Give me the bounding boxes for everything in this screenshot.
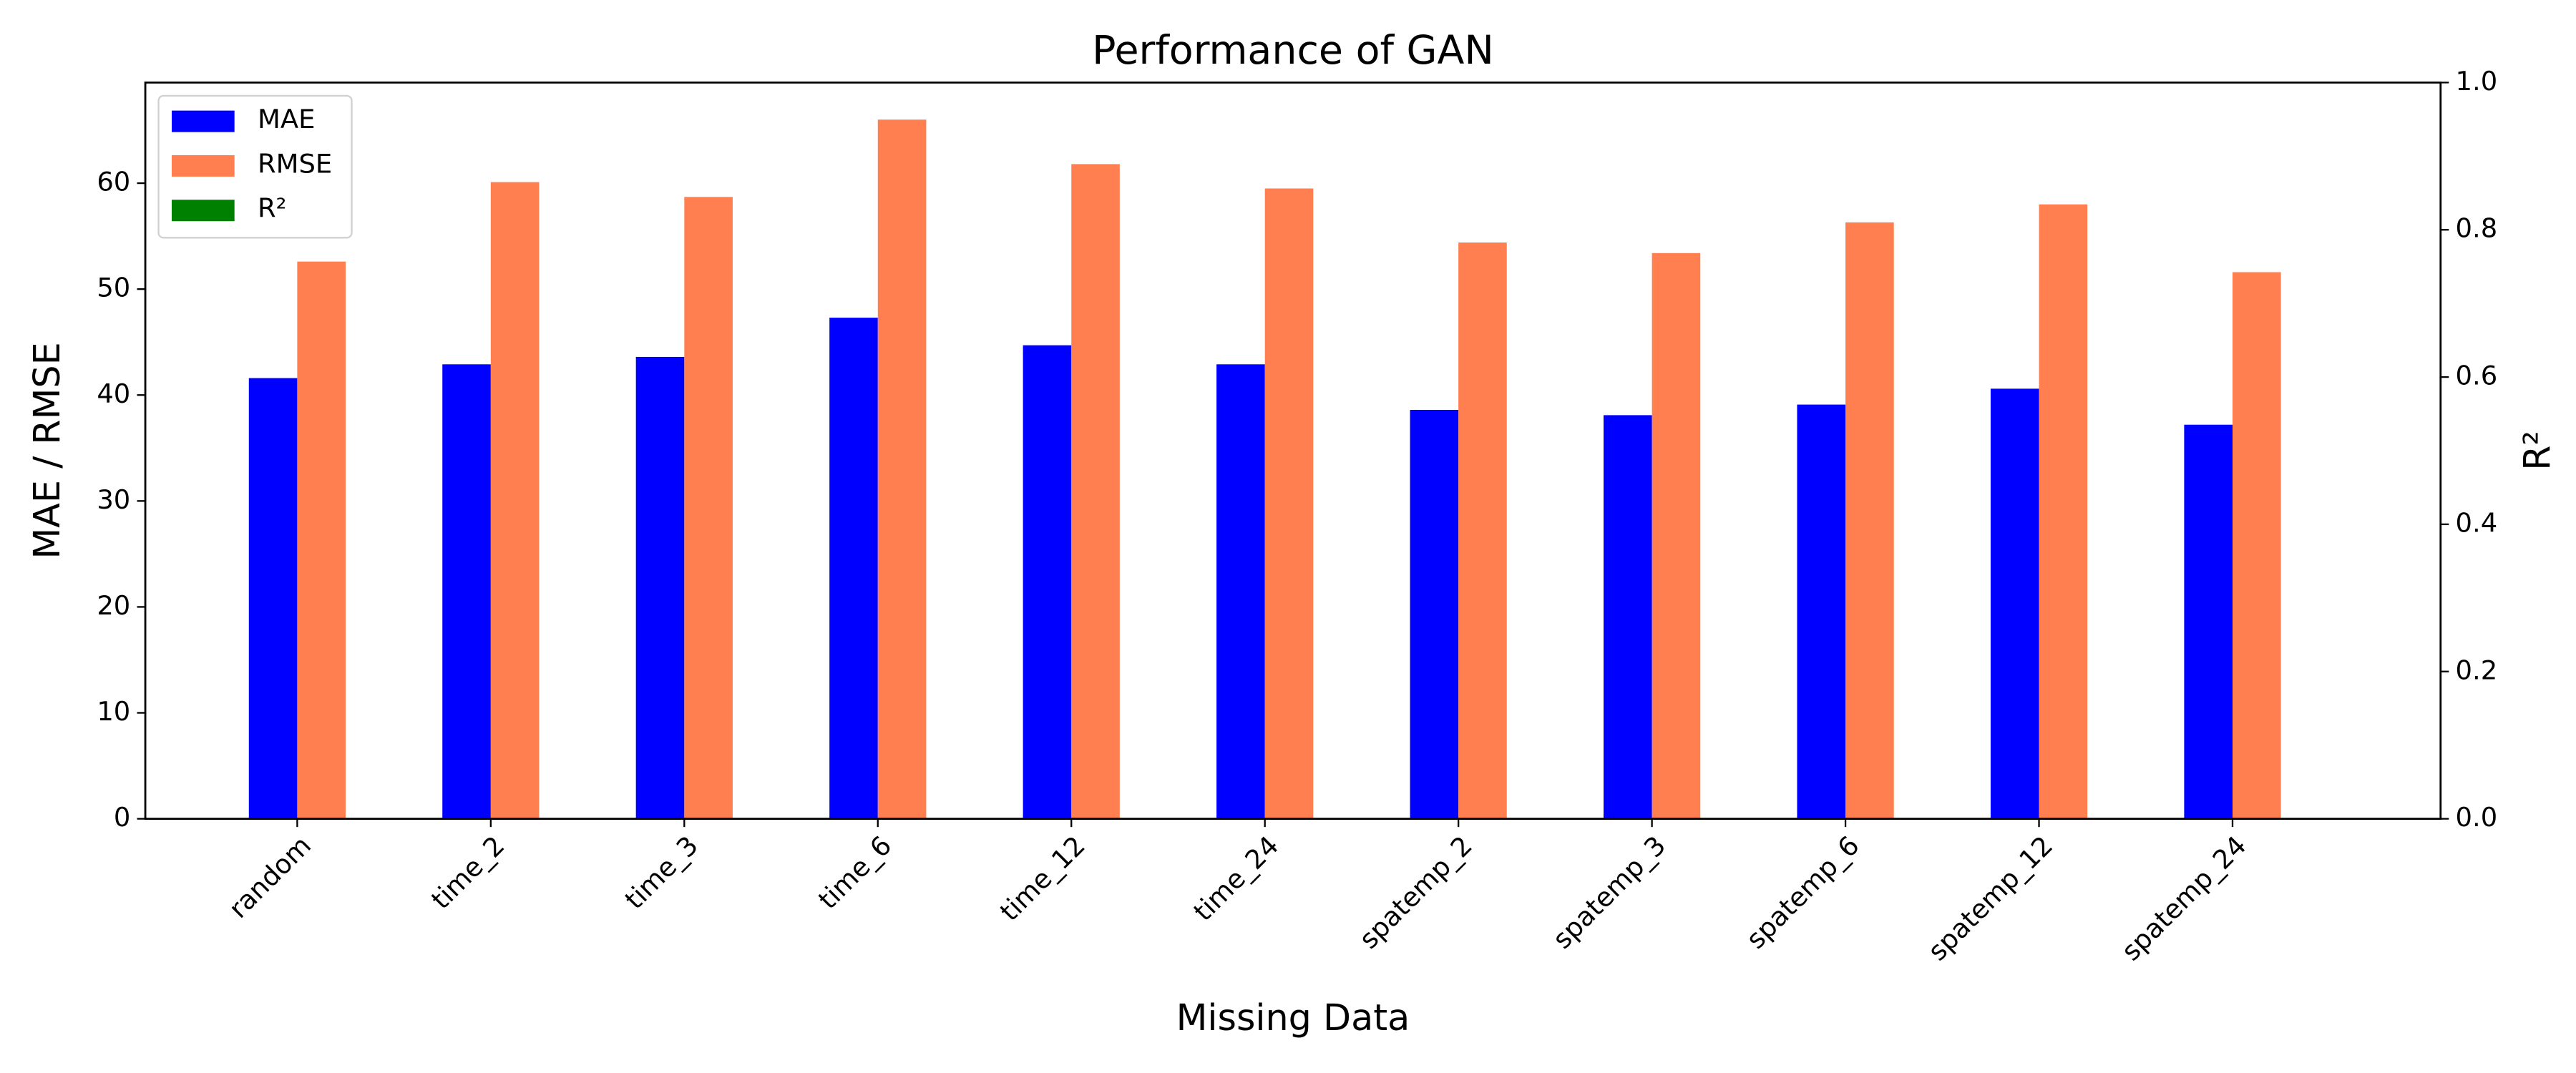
bar xyxy=(1652,253,1701,819)
bar xyxy=(829,318,878,819)
plot-frame xyxy=(144,82,2442,820)
x-axis-label: Missing Data xyxy=(1176,996,1410,1039)
x-tick-label: spatemp_12 xyxy=(1922,830,2059,966)
y2-tick-label: 0.4 xyxy=(2456,507,2498,538)
bar xyxy=(2184,424,2233,819)
y-tick-label: 40 xyxy=(97,378,130,409)
bar xyxy=(1071,164,1120,819)
bar xyxy=(1264,188,1314,819)
y-tick-label: 60 xyxy=(97,167,130,197)
bar xyxy=(1216,364,1265,819)
bar xyxy=(297,261,346,819)
x-tick-label: time_3 xyxy=(619,830,704,915)
y2-tick-label: 0.2 xyxy=(2456,655,2498,685)
x-tick-label: spatemp_6 xyxy=(1740,830,1865,954)
legend-swatch xyxy=(172,110,235,132)
bar xyxy=(1410,409,1459,819)
y2-tick-label: 0.6 xyxy=(2456,361,2498,391)
y-tick-label: 10 xyxy=(97,696,130,727)
legend-label: R² xyxy=(258,193,286,224)
y-tick-label: 30 xyxy=(97,484,130,515)
y-tick-label: 20 xyxy=(97,590,130,621)
x-tick-label: time_2 xyxy=(425,830,510,915)
bar xyxy=(1797,404,1846,819)
y-tick-label: 0 xyxy=(114,802,130,833)
bar xyxy=(1458,242,1507,819)
bar xyxy=(1845,222,1894,819)
y-axis-label: MAE / RMSE xyxy=(26,342,68,559)
bar xyxy=(2233,272,2281,819)
bar xyxy=(635,356,685,819)
x-tick-label: random xyxy=(223,830,317,924)
chart-title: Performance of GAN xyxy=(1092,28,1494,74)
bar xyxy=(684,197,733,819)
x-tick-label: spatemp_2 xyxy=(1353,830,1478,954)
bar xyxy=(877,119,927,819)
x-tick-label: time_6 xyxy=(812,830,897,915)
bar xyxy=(2039,204,2088,819)
bar xyxy=(1023,345,1072,819)
x-tick-label: spatemp_24 xyxy=(2116,830,2253,966)
y2-tick-label: 0.8 xyxy=(2456,213,2498,244)
y2-tick-label: 0.0 xyxy=(2456,802,2498,833)
y2-axis-label: R² xyxy=(2516,431,2558,471)
y-tick-label: 50 xyxy=(97,273,130,303)
bar xyxy=(442,364,491,819)
x-tick-label: time_12 xyxy=(994,830,1091,927)
y2-tick-label: 1.0 xyxy=(2456,66,2498,97)
legend: MAE RMSE R² xyxy=(157,94,353,239)
legend-label: RMSE xyxy=(258,148,332,179)
bar xyxy=(248,378,298,819)
bar xyxy=(1604,415,1652,819)
x-tick-label: spatemp_3 xyxy=(1547,830,1672,954)
legend-swatch xyxy=(172,200,235,222)
legend-swatch xyxy=(172,155,235,177)
bar xyxy=(490,182,540,819)
bar xyxy=(1990,388,2039,819)
x-tick-label: time_24 xyxy=(1188,830,1285,927)
legend-label: MAE xyxy=(258,104,315,134)
